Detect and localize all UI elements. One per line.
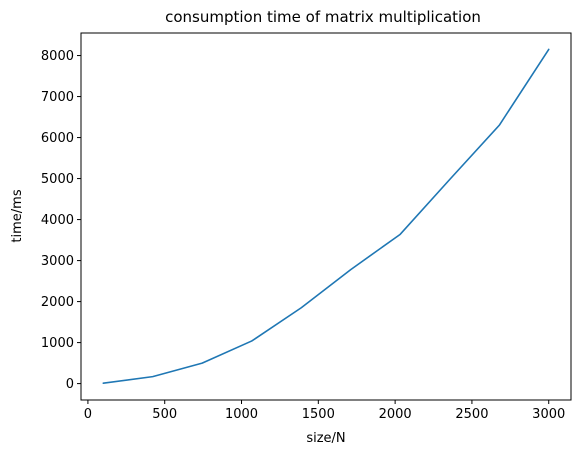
y-tick-label: 5000 <box>41 172 74 187</box>
y-tick-label: 2000 <box>41 295 74 310</box>
y-tick-label: 4000 <box>41 213 74 228</box>
y-tick-label: 0 <box>66 377 74 392</box>
x-tick-label: 1000 <box>225 407 258 422</box>
y-tick-label: 7000 <box>41 90 74 105</box>
chart-title: consumption time of matrix multiplicatio… <box>165 8 481 26</box>
axes-frame <box>80 32 572 401</box>
x-tick-label: 2000 <box>379 407 412 422</box>
x-tick-label: 2500 <box>455 407 488 422</box>
plot-area: 0 500 1000 1500 2000 2500 3000 0 1000 2000 3000 400… <box>41 48 565 422</box>
y-tick-label: 8000 <box>41 49 74 64</box>
x-tick-label: 500 <box>152 407 177 422</box>
x-tick-label: 1500 <box>302 407 335 422</box>
y-axis-label: time/ms <box>10 189 25 242</box>
x-tick-label: 3000 <box>532 407 565 422</box>
y-tick-label: 6000 <box>41 131 74 146</box>
series-line <box>102 48 550 384</box>
x-tick-label: 0 <box>84 407 92 422</box>
y-tick-label: 3000 <box>41 254 74 269</box>
y-tick-label: 1000 <box>41 336 74 351</box>
x-axis-label: size/N <box>306 431 345 446</box>
